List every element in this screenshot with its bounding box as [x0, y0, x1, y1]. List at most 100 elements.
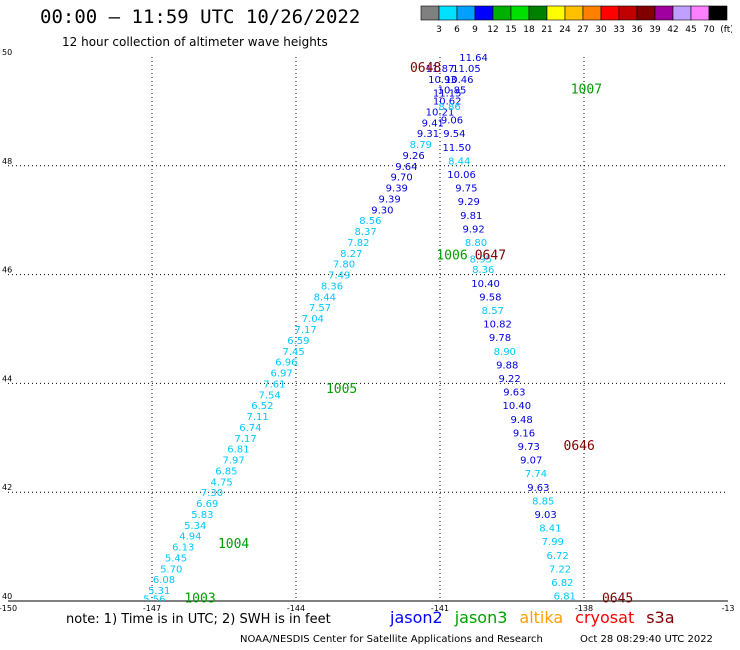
wave-height-label: 9.54: [443, 129, 465, 140]
wave-height-label: 8.44: [314, 292, 336, 303]
wave-height-label: 4.94: [179, 532, 201, 543]
wave-height-label: 9.31: [417, 129, 439, 140]
wave-height-label: 9.78: [489, 333, 511, 344]
wave-height-label: 10.21: [426, 107, 455, 118]
x-tick-label: -13: [721, 604, 734, 613]
wave-height-label: 11.39: [488, 9, 517, 20]
wave-height-label: 8.95: [470, 254, 492, 265]
wave-height-label: 7.04: [302, 314, 324, 325]
satellite-name-jason2: jason2: [390, 608, 443, 627]
wave-height-label: 6.72: [546, 551, 568, 562]
y-tick-label: 50: [2, 48, 12, 57]
wave-height-label: 9.70: [390, 173, 412, 184]
wave-height-label: 6.69: [196, 499, 218, 510]
colorbar-label: 30: [595, 25, 607, 35]
colorbar-swatch: [708, 5, 728, 21]
x-tick-label: -147: [143, 604, 161, 613]
wave-height-label: 8.86: [438, 102, 460, 113]
wave-height-label: 10.85: [438, 86, 467, 97]
wave-height-label: 8.36: [321, 281, 343, 292]
wave-height-label: 7.22: [549, 564, 571, 575]
wave-height-label: 6.96: [275, 358, 297, 369]
wave-height-label: 9.63: [527, 483, 549, 494]
wave-height-label: 6.85: [215, 466, 237, 477]
pass-time-label: 1005: [326, 382, 357, 397]
y-tick-label: 46: [2, 266, 12, 275]
wave-height-label: 9.39: [386, 184, 408, 195]
wave-height-label: 8.85: [532, 496, 554, 507]
wave-height-label: 6.13: [172, 543, 194, 554]
wave-height-label: 9.16: [513, 428, 535, 439]
chart-title: 00:00 – 11:59 UTC 10/26/2022: [40, 6, 361, 28]
wave-height-label: 7.30: [201, 488, 223, 499]
wave-height-label: 5.34: [184, 521, 206, 532]
data-layer: 5.565.316.085.705.456.134.945.345.836.69…: [143, 9, 576, 601]
colorbar-label: 21: [541, 25, 552, 35]
wave-height-label: 7.82: [347, 238, 369, 249]
pass-time-label: 1006: [436, 249, 467, 264]
colorbar-label: 39: [649, 25, 661, 35]
colorbar-label: 36: [631, 25, 643, 35]
wave-height-label: 9.64: [395, 162, 417, 173]
wave-height-label: 8.56: [359, 216, 381, 227]
wave-height-label: 8.57: [482, 306, 504, 317]
wave-height-label: 9.03: [534, 510, 556, 521]
colorbar-label: 3: [436, 25, 442, 35]
wave-height-label: 9.39: [378, 194, 400, 205]
wave-height-label: 10.82: [483, 320, 512, 331]
wave-height-label: 8.90: [494, 347, 516, 358]
wave-height-label: 5.45: [165, 553, 187, 564]
wave-height-label: 11.91: [481, 20, 510, 31]
colorbar-label: 6: [454, 25, 460, 35]
wave-height-label: 5.83: [191, 510, 213, 521]
colorbar-label: (ft): [720, 25, 732, 35]
colorbar-label: 12: [487, 25, 498, 35]
wave-height-label: 9.06: [441, 116, 463, 127]
wave-height-label: 11.64: [466, 42, 495, 53]
wave-height-label: 8.37: [354, 227, 376, 238]
wave-height-label: 9.75: [455, 184, 477, 195]
wave-height-label: 7.17: [234, 434, 256, 445]
wave-height-label: 11.87: [426, 64, 455, 75]
wave-height-label: 7.49: [328, 271, 350, 282]
wave-height-label: 8.80: [465, 238, 487, 249]
wave-height-label: 6.81: [227, 445, 249, 456]
wave-height-label: 10.40: [502, 401, 531, 412]
wave-height-label: 11.36: [474, 31, 503, 42]
x-tick-label: -144: [287, 604, 305, 613]
footer-note: note: 1) Time is in UTC; 2) SWH is in fe…: [66, 612, 331, 627]
wave-height-label: 7.61: [263, 379, 285, 390]
wave-height-label: 7.54: [258, 390, 280, 401]
wave-height-label: 9.30: [371, 205, 393, 216]
wave-height-label: 9.26: [402, 151, 424, 162]
satellite-name-cryosat: cryosat: [575, 608, 635, 627]
wave-height-label: 6.82: [551, 578, 573, 589]
wave-height-label: 11.15: [433, 88, 462, 99]
wave-height-label: 10.93: [428, 75, 457, 86]
wave-height-label: 9.29: [458, 197, 480, 208]
pass-time-label: 1004: [218, 537, 249, 552]
wave-height-label: 11.64: [459, 53, 488, 64]
satellite-name-s3a: s3a: [646, 608, 675, 627]
wave-height-label: 6.08: [153, 575, 175, 586]
wave-height-label: 7.57: [309, 303, 331, 314]
chart-subtitle: 12 hour collection of altimeter wave hei…: [62, 35, 328, 49]
colorbar-label: 33: [613, 25, 624, 35]
wave-height-label: 11.05: [452, 64, 481, 75]
colorbar-label: 42: [667, 25, 678, 35]
generated-timestamp: Oct 28 08:29:40 UTC 2022: [580, 634, 713, 645]
wave-height-label: 5.70: [160, 564, 182, 575]
pass-time-label: 0645: [602, 591, 633, 606]
wave-height-label: 9.48: [510, 415, 532, 426]
wave-height-label: 8.79: [410, 140, 432, 151]
colorbar-label: 70: [703, 25, 715, 35]
wave-height-label: 7.45: [282, 347, 304, 358]
wave-height-label: 5.31: [148, 586, 170, 597]
colorbar-label: 15: [505, 25, 516, 35]
wave-height-label: 6.97: [270, 369, 292, 380]
wave-height-label: 7.99: [542, 537, 564, 548]
y-tick-label: 42: [2, 483, 12, 492]
y-tick-label: 48: [2, 157, 12, 166]
